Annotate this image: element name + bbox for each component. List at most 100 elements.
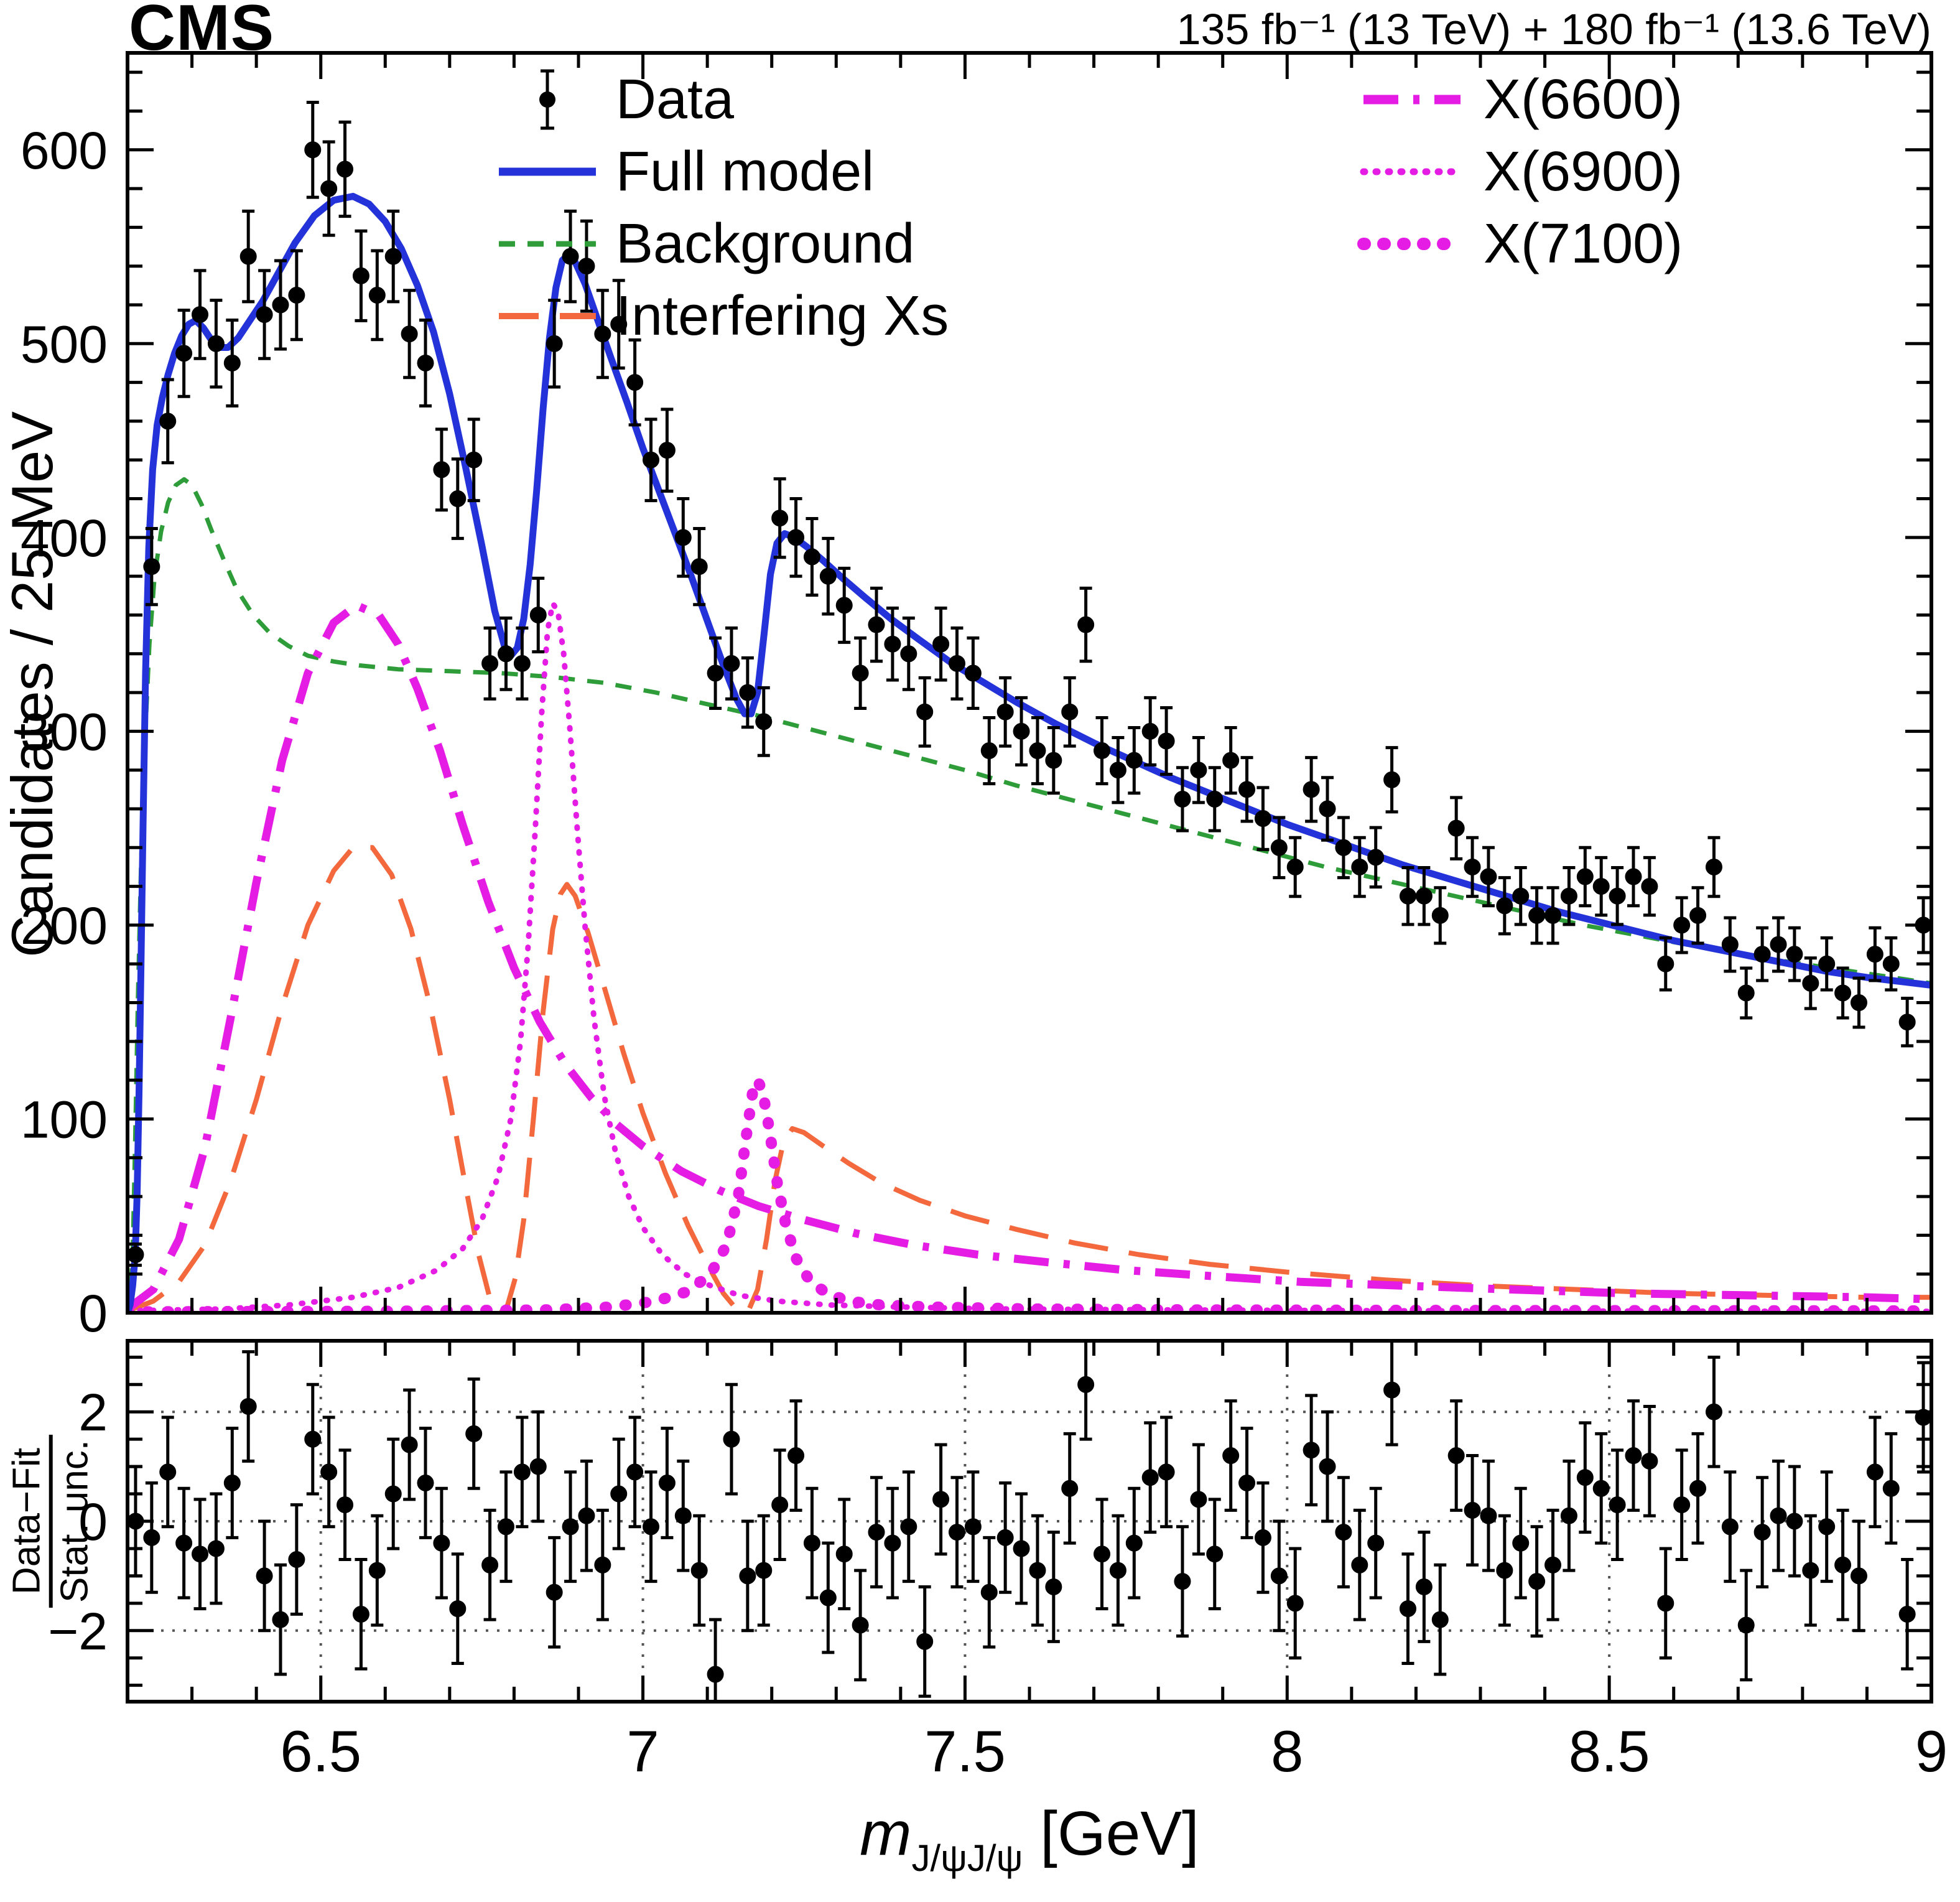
pull-point-marker (1270, 1567, 1288, 1585)
data-point-marker (337, 161, 354, 178)
pull-point-marker (1061, 1480, 1079, 1497)
data-point-marker (192, 306, 209, 324)
data-point-marker (980, 742, 998, 760)
data-point-marker (320, 180, 338, 197)
pull-point-marker (143, 1529, 160, 1546)
pull-point-marker (1367, 1534, 1385, 1552)
data-point-marker (1094, 742, 1111, 760)
pull-point-marker (1415, 1578, 1433, 1595)
pull-point-marker (996, 1529, 1014, 1546)
pull-point-marker (690, 1562, 708, 1579)
data-point-marker (852, 664, 869, 682)
main-y-tick-label: 400 (21, 509, 108, 567)
data-point-marker (384, 248, 402, 265)
pull-point-marker (1786, 1513, 1803, 1530)
data-point-marker (1174, 790, 1191, 808)
data-point-marker (1447, 819, 1465, 837)
pull-point-marker (1319, 1458, 1336, 1475)
pull-point-marker (771, 1496, 789, 1514)
data-point-marker (1431, 907, 1449, 924)
pull-point-marker (835, 1545, 853, 1563)
data-point-marker (1721, 936, 1739, 953)
pull-point-marker (1544, 1556, 1562, 1573)
pull-point-marker (304, 1430, 322, 1448)
pull-point-marker (1029, 1562, 1046, 1579)
pull-point-marker (852, 1616, 869, 1634)
pull-point-marker (1834, 1556, 1852, 1573)
data-point-marker (1109, 762, 1126, 779)
data-point-marker (256, 306, 273, 324)
pull-point-marker (578, 1507, 595, 1524)
pull-point-marker (529, 1458, 547, 1475)
data-point-marker (884, 635, 901, 653)
pull-point-marker (1222, 1447, 1240, 1465)
data-point-marker (352, 267, 369, 284)
pull-point-marker (562, 1518, 579, 1536)
pull-point-marker (1013, 1540, 1030, 1557)
data-point-marker (900, 645, 917, 663)
data-series-points (128, 100, 1931, 1267)
data-point-marker (1351, 858, 1368, 875)
pull-point-marker (658, 1474, 676, 1491)
data-point-marker (1576, 868, 1594, 885)
data-point-marker (690, 558, 708, 576)
pull-point-marker (1206, 1545, 1224, 1563)
x-tick-label: 6.5 (280, 1718, 361, 1784)
ratio-y-tick-label: −2 (48, 1602, 108, 1661)
experiment-label: CMS (129, 0, 275, 64)
pull-point-marker (787, 1447, 805, 1465)
data-point-marker (207, 335, 225, 352)
x-tick-label: 8 (1271, 1718, 1303, 1784)
pull-point-marker (1705, 1403, 1722, 1420)
pull-point-marker (674, 1507, 692, 1524)
data-point-marker (787, 529, 805, 546)
pull-point-marker (1303, 1442, 1320, 1459)
pull-point-marker (1399, 1600, 1416, 1618)
data-point-marker (1480, 868, 1497, 885)
data-point-marker (755, 713, 773, 730)
pull-point-marker (1286, 1595, 1304, 1612)
ratio-y-axis-title: Data−Fit Stat. unc. (5, 1435, 98, 1608)
data-point-marker (1141, 722, 1159, 740)
pull-point-marker (1770, 1507, 1787, 1524)
legend-label-data: Data (616, 68, 735, 131)
pull-point-marker (368, 1562, 386, 1579)
pull-point-marker (1383, 1381, 1401, 1399)
data-point-marker (674, 529, 692, 546)
data-point-marker (1206, 790, 1224, 808)
pull-point-marker (1850, 1567, 1867, 1585)
data-point-marker (610, 315, 628, 333)
data-point-marker (1013, 722, 1030, 740)
pull-point-marker (1464, 1501, 1481, 1519)
data-point-marker (1544, 907, 1562, 924)
x-axis-title: mJ/ψJ/ψ [GeV] (860, 1798, 1199, 1880)
data-point-marker (1125, 752, 1143, 769)
data-point-marker (1882, 955, 1900, 972)
pull-point-marker (546, 1583, 563, 1601)
pull-point-marker (916, 1633, 934, 1650)
data-point-marker (1496, 897, 1513, 915)
pull-point-marker (1818, 1518, 1836, 1536)
pull-point-marker (1447, 1447, 1465, 1465)
data-point-marker (481, 655, 499, 672)
data-point-marker (1818, 955, 1836, 972)
legend-label-interfering: Interfering Xs (616, 285, 949, 347)
data-point-marker (1657, 955, 1674, 972)
data-point-marker (562, 248, 579, 265)
data-point-marker (304, 141, 322, 159)
data-point-marker (1286, 858, 1304, 875)
pull-point-marker (1576, 1469, 1594, 1486)
data-point-marker (449, 490, 467, 508)
data-point-marker (128, 1246, 144, 1264)
pull-point-marker (1077, 1376, 1095, 1393)
data-point-marker (1802, 974, 1819, 992)
ratio-y-tick-label: 0 (78, 1493, 108, 1551)
pull-point-marker (1882, 1480, 1900, 1497)
data-point-marker (578, 258, 595, 275)
data-point-marker (417, 354, 434, 371)
data-point-marker (1383, 771, 1401, 788)
pull-point-marker (1431, 1611, 1449, 1628)
pull-point-marker (239, 1397, 257, 1415)
x7100-curve (128, 1075, 1931, 1313)
data-point-marker (433, 461, 450, 478)
